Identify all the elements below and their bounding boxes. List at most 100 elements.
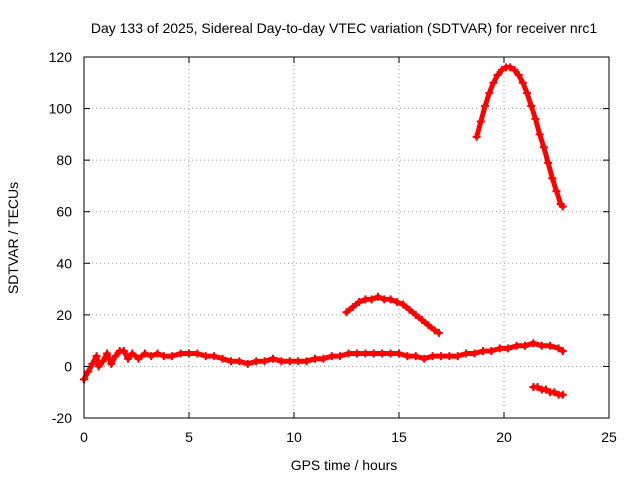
- data-point: [201, 352, 210, 361]
- data-point: [348, 303, 357, 312]
- data-point: [495, 344, 504, 353]
- data-point: [504, 344, 513, 353]
- data-point: [92, 352, 101, 361]
- data-series: [80, 63, 567, 399]
- data-point: [489, 78, 498, 87]
- data-point: [428, 352, 437, 361]
- data-point: [235, 357, 244, 366]
- y-tick-label: 60: [56, 204, 72, 220]
- data-point: [537, 341, 546, 350]
- series-band: [344, 294, 442, 336]
- data-point: [411, 352, 420, 361]
- x-tick-label: 20: [496, 429, 512, 445]
- data-point: [134, 354, 143, 363]
- data-point: [369, 349, 378, 358]
- data-point: [344, 349, 353, 358]
- series-arc-19h: [472, 63, 567, 211]
- data-point: [153, 349, 162, 358]
- data-point: [533, 383, 542, 392]
- x-tick-label: 25: [601, 429, 617, 445]
- data-point: [124, 354, 133, 363]
- y-tick-label: 80: [56, 152, 72, 168]
- data-point: [550, 388, 559, 397]
- y-tick-label: 120: [49, 49, 73, 65]
- series-arc-13h: [342, 292, 443, 337]
- data-point: [544, 158, 553, 167]
- y-tick-label: -20: [52, 410, 72, 426]
- data-point: [386, 349, 395, 358]
- data-point: [434, 328, 443, 337]
- data-point: [336, 352, 345, 361]
- data-point: [88, 359, 97, 368]
- data-point: [311, 354, 319, 363]
- data-point: [430, 326, 439, 335]
- data-point: [445, 352, 454, 361]
- data-point: [403, 352, 412, 361]
- data-point: [367, 295, 376, 304]
- data-point: [355, 297, 364, 306]
- data-point: [327, 352, 336, 361]
- data-point: [485, 89, 494, 98]
- data-point: [424, 321, 433, 330]
- data-point: [558, 390, 567, 399]
- data-point: [342, 308, 351, 317]
- series-baseline: [80, 339, 567, 384]
- data-point: [558, 346, 567, 355]
- data-point: [218, 354, 227, 363]
- plot-frame: [83, 56, 610, 419]
- data-point: [514, 71, 523, 80]
- x-tick-label: 0: [80, 429, 88, 445]
- data-point: [512, 341, 521, 350]
- data-point: [476, 117, 485, 126]
- gridlines: [84, 57, 609, 418]
- x-tick-label: 15: [391, 429, 407, 445]
- data-point: [269, 354, 277, 363]
- y-tick-label: 20: [56, 307, 72, 323]
- x-tick-label: 10: [286, 429, 302, 445]
- y-tick-label: 0: [64, 358, 72, 374]
- data-point: [140, 349, 149, 358]
- data-point: [470, 349, 479, 358]
- data-point: [497, 65, 506, 74]
- data-point: [453, 352, 462, 361]
- data-point: [479, 346, 487, 355]
- data-point: [319, 354, 328, 363]
- data-point: [386, 295, 395, 304]
- data-point: [411, 310, 420, 319]
- axis-ticks: 0 5 10 15 20 25 -20 0 20 40 60 80 100 120: [49, 49, 617, 445]
- y-axis-label: SDTVAR / TECUs: [5, 182, 21, 294]
- data-point: [558, 202, 567, 211]
- data-point: [395, 349, 403, 358]
- data-point: [546, 341, 555, 350]
- data-point: [392, 297, 401, 306]
- x-tick-label: 5: [185, 429, 193, 445]
- data-point: [243, 359, 252, 368]
- data-point: [285, 357, 294, 366]
- data-point: [361, 349, 370, 358]
- data-point: [374, 292, 382, 301]
- y-tick-label: 40: [56, 255, 72, 271]
- data-point: [493, 71, 502, 80]
- data-point: [548, 174, 557, 183]
- data-point: [119, 346, 128, 355]
- data-point: [252, 357, 261, 366]
- data-point: [462, 349, 471, 358]
- data-point: [128, 349, 137, 358]
- data-point: [527, 101, 536, 110]
- y-tick-label: 100: [49, 101, 73, 117]
- data-point: [531, 114, 540, 123]
- data-point: [103, 349, 112, 358]
- data-point: [472, 132, 481, 141]
- data-point: [518, 78, 527, 87]
- data-point: [399, 300, 408, 309]
- data-point: [176, 349, 185, 358]
- data-point: [353, 349, 361, 358]
- data-point: [506, 63, 515, 72]
- data-point: [159, 352, 168, 361]
- data-point: [418, 316, 427, 325]
- data-point: [378, 349, 387, 358]
- data-point: [521, 341, 529, 350]
- data-point: [168, 352, 177, 361]
- chart-title: Day 133 of 2025, Sidereal Day-to-day VTE…: [91, 20, 597, 36]
